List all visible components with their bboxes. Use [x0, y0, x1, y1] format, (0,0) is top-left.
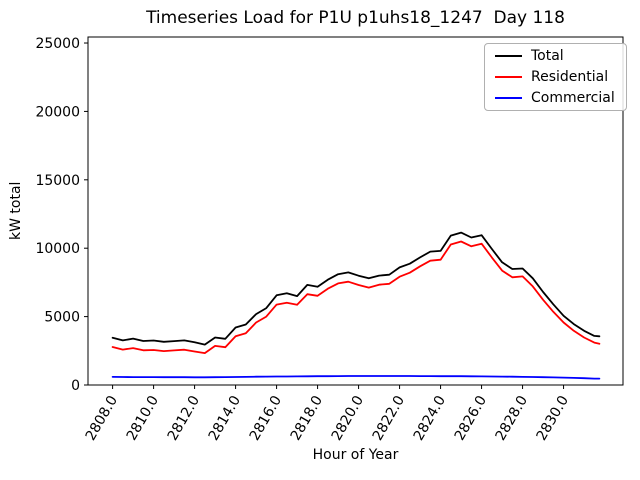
- y-tick-label: 25000: [35, 36, 80, 52]
- legend-line-swatch: [495, 97, 522, 99]
- y-tick-label: 10000: [35, 241, 80, 257]
- x-tick-label: 2812.0: [165, 393, 203, 443]
- x-tick-label: 2808.0: [83, 393, 121, 443]
- legend: Total Residential Commercial: [484, 43, 627, 111]
- series-line-commercial: [111, 375, 601, 380]
- legend-line-swatch: [495, 76, 522, 78]
- series-line-residential: [111, 240, 601, 355]
- x-tick-label: 2824.0: [411, 393, 449, 443]
- legend-label: Total: [531, 48, 564, 64]
- legend-item-residential: Residential: [495, 68, 626, 86]
- y-tick-label: 15000: [35, 173, 80, 189]
- x-tick-label: 2830.0: [534, 393, 572, 443]
- y-tick-label: 5000: [44, 310, 80, 326]
- series-line-total: [111, 231, 601, 346]
- x-tick-label: 2820.0: [329, 393, 367, 443]
- x-tick-label: 2810.0: [124, 393, 162, 443]
- x-axis-label: Hour of Year: [312, 447, 399, 463]
- x-tick-label: 2814.0: [206, 393, 244, 443]
- series-lines: [111, 231, 601, 380]
- x-tick-label: 2826.0: [452, 393, 490, 443]
- legend-item-total: Total: [495, 47, 626, 65]
- legend-line-swatch: [495, 55, 522, 57]
- plot-frame: [87, 36, 624, 386]
- x-tick-label: 2816.0: [247, 393, 285, 443]
- legend-label: Residential: [531, 69, 609, 85]
- legend-label: Commercial: [531, 90, 615, 106]
- x-tick-label: 2828.0: [493, 393, 531, 443]
- legend-item-commercial: Commercial: [495, 89, 626, 107]
- y-tick-label: 0: [71, 378, 80, 394]
- x-tick-label: 2818.0: [288, 393, 326, 443]
- y-tick-label: 20000: [35, 104, 80, 120]
- chart-title: Timeseries Load for P1U p1uhs18_1247 Day…: [146, 8, 565, 28]
- x-tick-label: 2822.0: [370, 393, 408, 443]
